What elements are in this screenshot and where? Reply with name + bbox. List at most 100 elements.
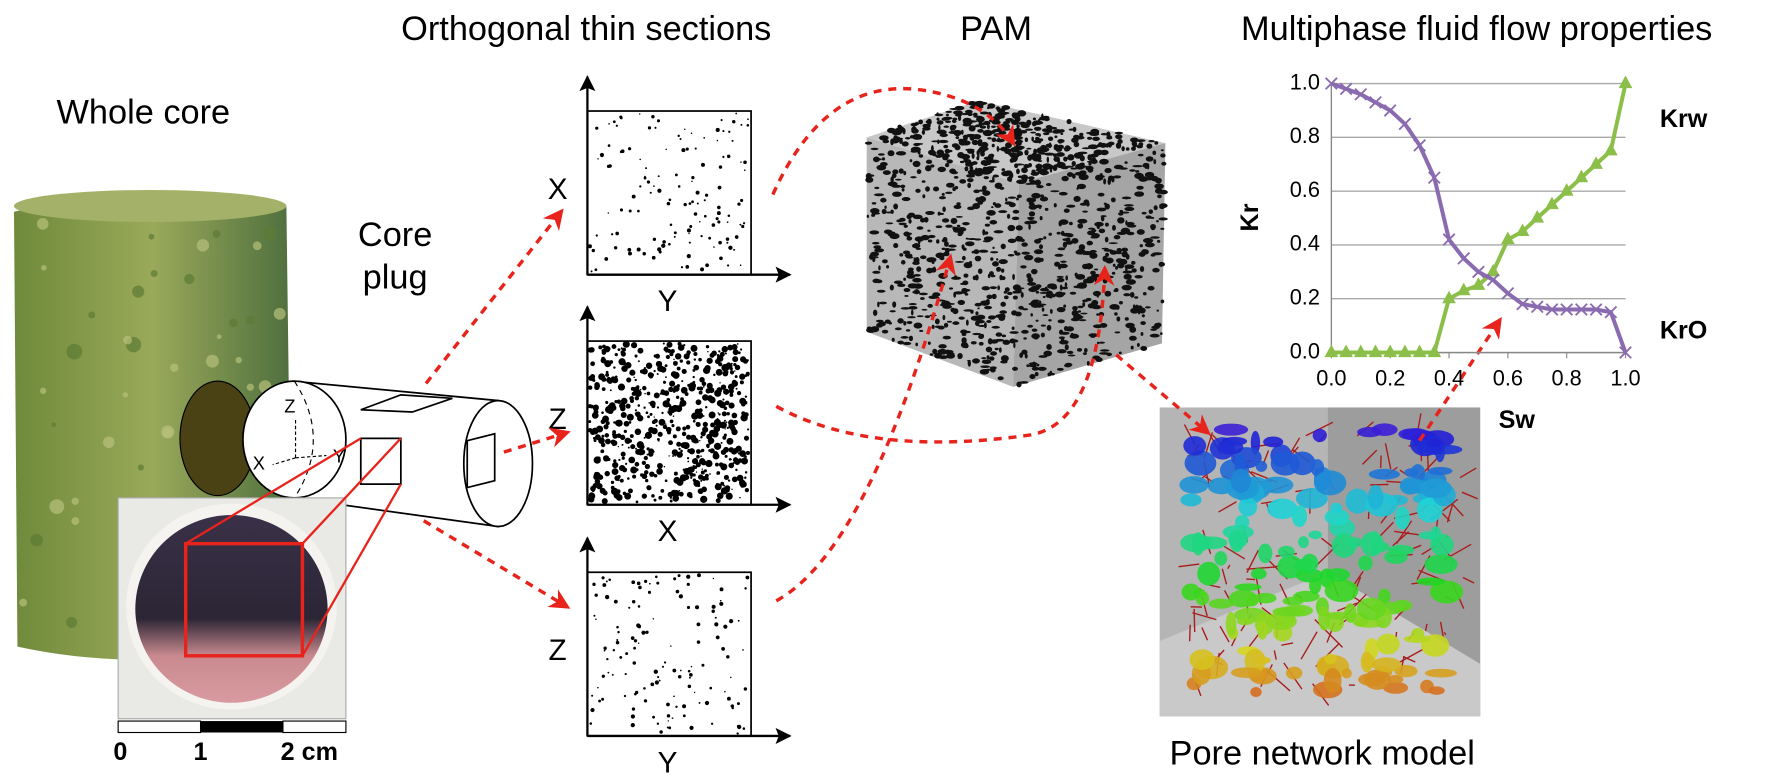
pore-speck: [724, 475, 729, 480]
pore-speck: [673, 434, 677, 438]
pore-speck: [635, 429, 642, 436]
cube-pore: [935, 114, 944, 117]
cube-pore: [932, 325, 935, 329]
cube-pore: [1030, 313, 1033, 316]
cube-pore: [980, 151, 985, 156]
pore: [1298, 536, 1309, 548]
cube-pore: [1024, 150, 1028, 156]
cube-pore: [1121, 146, 1124, 151]
cube-pore: [1049, 127, 1052, 133]
pore-speck: [696, 399, 702, 405]
pore-speck: [666, 355, 670, 359]
cube-pore: [1058, 221, 1062, 227]
pore-speck: [597, 456, 601, 460]
cube-pore: [962, 244, 965, 249]
cube-pore: [956, 202, 960, 205]
cube-pore: [1111, 177, 1114, 183]
pore-speck: [676, 442, 681, 447]
cube-pore: [999, 310, 1007, 314]
pore-speck: [709, 412, 716, 419]
cube-pore: [1079, 319, 1087, 321]
pore-speck: [693, 365, 699, 371]
pore-speck: [667, 714, 670, 717]
pore-speck: [608, 123, 610, 125]
pore-speck: [606, 378, 610, 382]
cube-pore: [1099, 159, 1109, 165]
pore-speck: [620, 208, 623, 211]
pore-speck: [649, 583, 651, 585]
cube-pore: [1060, 332, 1070, 335]
pore-speck: [708, 237, 711, 240]
pore-speck: [595, 593, 598, 596]
pore: [1324, 654, 1336, 664]
pore-speck: [717, 206, 721, 210]
pore-speck: [653, 416, 654, 417]
series-label: Krw: [1660, 105, 1708, 133]
pore-speck: [661, 244, 665, 248]
pore-speck: [591, 695, 593, 697]
pore-speck: [743, 415, 746, 418]
pore: [1251, 568, 1267, 579]
cube-pore: [1046, 290, 1053, 296]
cube-pore: [879, 302, 887, 305]
cube-pore: [962, 333, 967, 336]
pore-speck: [649, 471, 654, 476]
y-tick-label: 0.2: [1290, 284, 1320, 309]
pore-speck: [721, 404, 724, 407]
cube-pore: [1124, 207, 1134, 211]
throat: [1194, 609, 1195, 632]
pore-speck: [747, 124, 750, 127]
cube-pore: [1059, 192, 1062, 194]
core-texture: [71, 517, 79, 525]
pore-speck: [688, 685, 691, 688]
cube-pore: [882, 259, 888, 263]
pore-speck: [642, 386, 646, 390]
pore-speck: [630, 467, 637, 474]
pore-speck: [743, 402, 745, 404]
cube-pore: [1014, 291, 1021, 293]
cube-pore: [1016, 198, 1019, 201]
cube-pore: [1027, 217, 1035, 219]
cube-pore: [1122, 197, 1132, 200]
cube-pore: [1054, 135, 1057, 138]
cube-pore: [986, 347, 992, 353]
pore-speck: [650, 682, 654, 686]
cube-pore: [1109, 242, 1118, 244]
pore: [1217, 440, 1243, 455]
pore-speck: [687, 254, 691, 258]
pore-speck: [713, 246, 715, 248]
pore-speck: [680, 138, 682, 140]
pore-speck: [600, 449, 604, 453]
cube-pore: [888, 182, 898, 187]
cube-pore: [1021, 252, 1030, 255]
cube-pore: [953, 292, 956, 298]
cube-pore: [1021, 242, 1027, 246]
pore-speck: [732, 707, 734, 709]
pore-speck: [674, 231, 677, 234]
cube-pore: [925, 186, 930, 191]
pore-speck: [638, 643, 639, 644]
cube-pore: [915, 189, 920, 193]
pore-speck: [678, 454, 680, 456]
cube-pore: [955, 206, 958, 208]
pore-speck: [618, 358, 625, 365]
cube-pore: [915, 343, 918, 347]
pore: [1330, 503, 1342, 513]
pore-speck: [606, 658, 608, 660]
cube-pore: [963, 273, 968, 277]
pore-speck: [638, 404, 641, 407]
pore-speck: [697, 387, 701, 391]
pore-speck: [681, 380, 683, 382]
pore-speck: [630, 399, 634, 403]
core-texture: [103, 436, 115, 448]
cube-pore: [1134, 296, 1138, 298]
pore-speck: [651, 404, 655, 408]
pore-speck: [639, 348, 641, 350]
pore-speck: [660, 489, 664, 493]
cube-pore: [874, 187, 879, 189]
cube-pore: [936, 118, 939, 121]
pore-speck: [602, 583, 606, 587]
cube-pore: [872, 212, 881, 214]
cube-pore: [1153, 159, 1156, 164]
cube-pore: [878, 321, 886, 326]
